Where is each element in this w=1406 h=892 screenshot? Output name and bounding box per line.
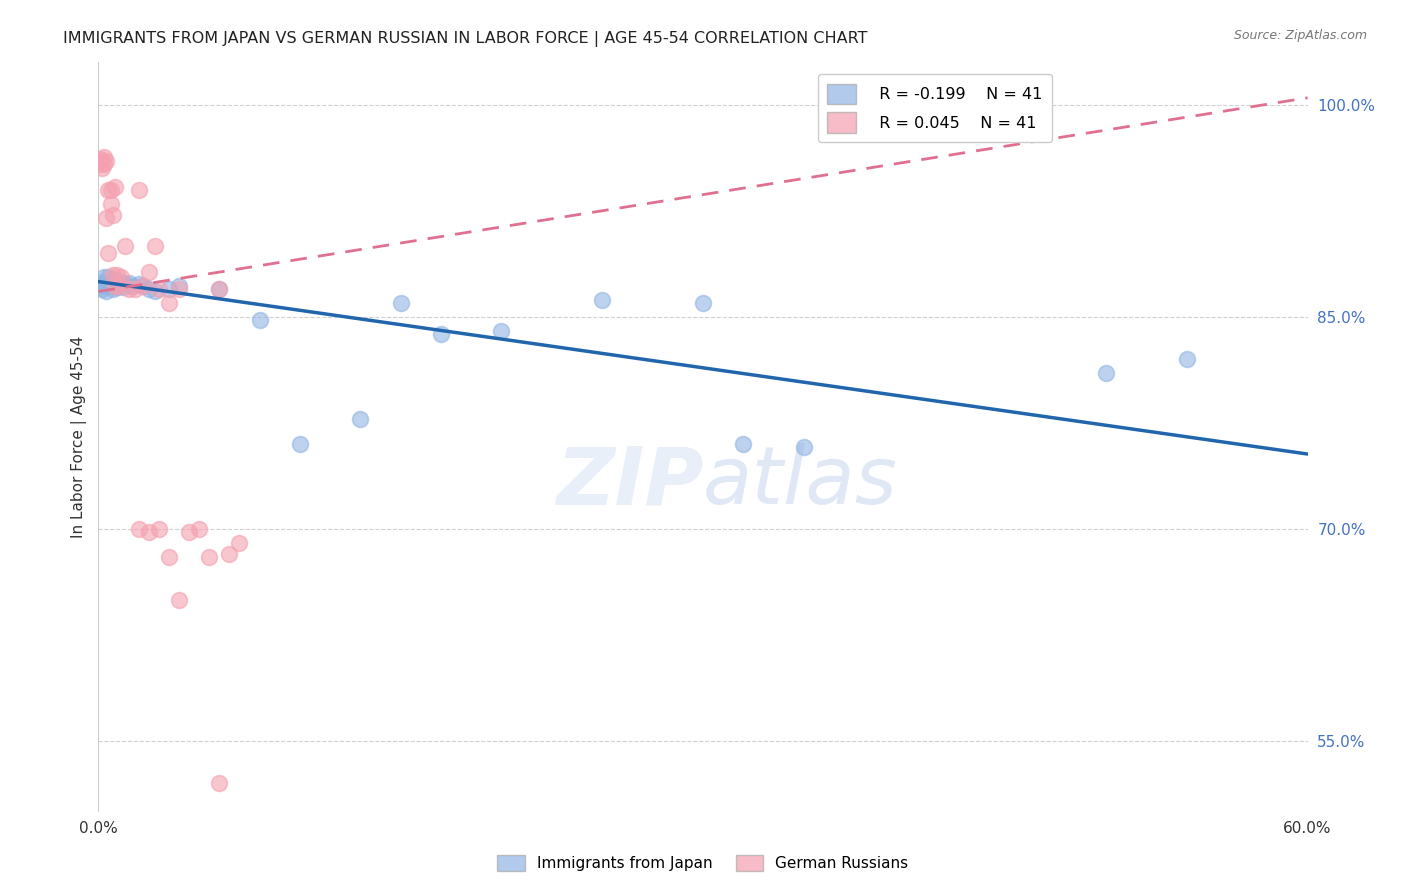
Point bbox=[96, 285, 118, 299]
Point bbox=[208, 282, 231, 296]
Point bbox=[167, 592, 190, 607]
Point bbox=[389, 295, 412, 310]
Point bbox=[733, 437, 755, 451]
Point bbox=[208, 282, 231, 296]
Text: Source: ZipAtlas.com: Source: ZipAtlas.com bbox=[1233, 29, 1367, 42]
Point bbox=[208, 776, 231, 790]
Point bbox=[793, 440, 815, 454]
Point bbox=[89, 157, 111, 171]
Text: ZIP: ZIP bbox=[555, 443, 703, 521]
Point bbox=[107, 278, 129, 293]
Point bbox=[143, 285, 166, 299]
Point bbox=[157, 550, 180, 565]
Point bbox=[97, 270, 120, 285]
Point bbox=[101, 282, 124, 296]
Point bbox=[93, 150, 115, 164]
Point bbox=[288, 437, 311, 451]
Point bbox=[96, 211, 118, 225]
Point bbox=[89, 277, 111, 292]
Point bbox=[430, 326, 453, 341]
Point bbox=[110, 275, 132, 289]
Point bbox=[107, 277, 129, 292]
Point bbox=[692, 295, 714, 310]
Point bbox=[93, 278, 115, 293]
Point bbox=[114, 239, 136, 253]
Point bbox=[157, 282, 180, 296]
Point bbox=[111, 280, 134, 294]
Point bbox=[101, 208, 124, 222]
Point bbox=[128, 183, 150, 197]
Point bbox=[118, 276, 141, 290]
Y-axis label: In Labor Force | Age 45-54: In Labor Force | Age 45-54 bbox=[72, 336, 87, 538]
Point bbox=[103, 278, 125, 293]
Point bbox=[1095, 367, 1118, 381]
Point bbox=[179, 524, 201, 539]
Point bbox=[89, 152, 111, 166]
Point bbox=[100, 277, 122, 292]
Point bbox=[228, 536, 250, 550]
Point bbox=[93, 270, 115, 285]
Point bbox=[128, 522, 150, 536]
Point bbox=[103, 278, 125, 293]
Point bbox=[118, 282, 141, 296]
Point bbox=[96, 277, 118, 292]
Point bbox=[124, 282, 146, 296]
Point bbox=[91, 161, 114, 176]
Point bbox=[128, 277, 150, 292]
Point bbox=[249, 312, 271, 326]
Point bbox=[97, 246, 120, 260]
Point bbox=[91, 154, 114, 169]
Point bbox=[101, 268, 124, 282]
Point bbox=[218, 548, 240, 562]
Point bbox=[91, 275, 114, 289]
Text: atlas: atlas bbox=[703, 443, 898, 521]
Point bbox=[103, 179, 125, 194]
Point bbox=[138, 524, 160, 539]
Point bbox=[167, 278, 190, 293]
Point bbox=[97, 183, 120, 197]
Point bbox=[103, 273, 125, 287]
Point bbox=[105, 268, 128, 282]
Point bbox=[138, 282, 160, 296]
Point bbox=[97, 278, 120, 293]
Point bbox=[100, 275, 122, 289]
Point bbox=[198, 550, 221, 565]
Point bbox=[100, 196, 122, 211]
Point bbox=[132, 278, 155, 293]
Point bbox=[96, 154, 118, 169]
Point bbox=[143, 239, 166, 253]
Point bbox=[101, 277, 124, 292]
Point bbox=[110, 270, 132, 285]
Text: IMMIGRANTS FROM JAPAN VS GERMAN RUSSIAN IN LABOR FORCE | AGE 45-54 CORRELATION C: IMMIGRANTS FROM JAPAN VS GERMAN RUSSIAN … bbox=[63, 31, 868, 47]
Point bbox=[188, 522, 211, 536]
Point bbox=[114, 277, 136, 292]
Point bbox=[167, 282, 190, 296]
Point bbox=[91, 282, 114, 296]
Point bbox=[121, 278, 143, 293]
Point bbox=[148, 282, 170, 296]
Point bbox=[1175, 352, 1198, 367]
Point bbox=[491, 324, 513, 338]
Point bbox=[148, 522, 170, 536]
Point bbox=[105, 280, 128, 294]
Legend: Immigrants from Japan, German Russians: Immigrants from Japan, German Russians bbox=[491, 849, 915, 877]
Point bbox=[93, 157, 115, 171]
Legend:   R = -0.199    N = 41,   R = 0.045    N = 41: R = -0.199 N = 41, R = 0.045 N = 41 bbox=[818, 74, 1052, 143]
Point bbox=[349, 411, 371, 425]
Point bbox=[157, 295, 180, 310]
Point bbox=[591, 293, 613, 307]
Point bbox=[132, 278, 155, 293]
Point bbox=[138, 265, 160, 279]
Point bbox=[100, 183, 122, 197]
